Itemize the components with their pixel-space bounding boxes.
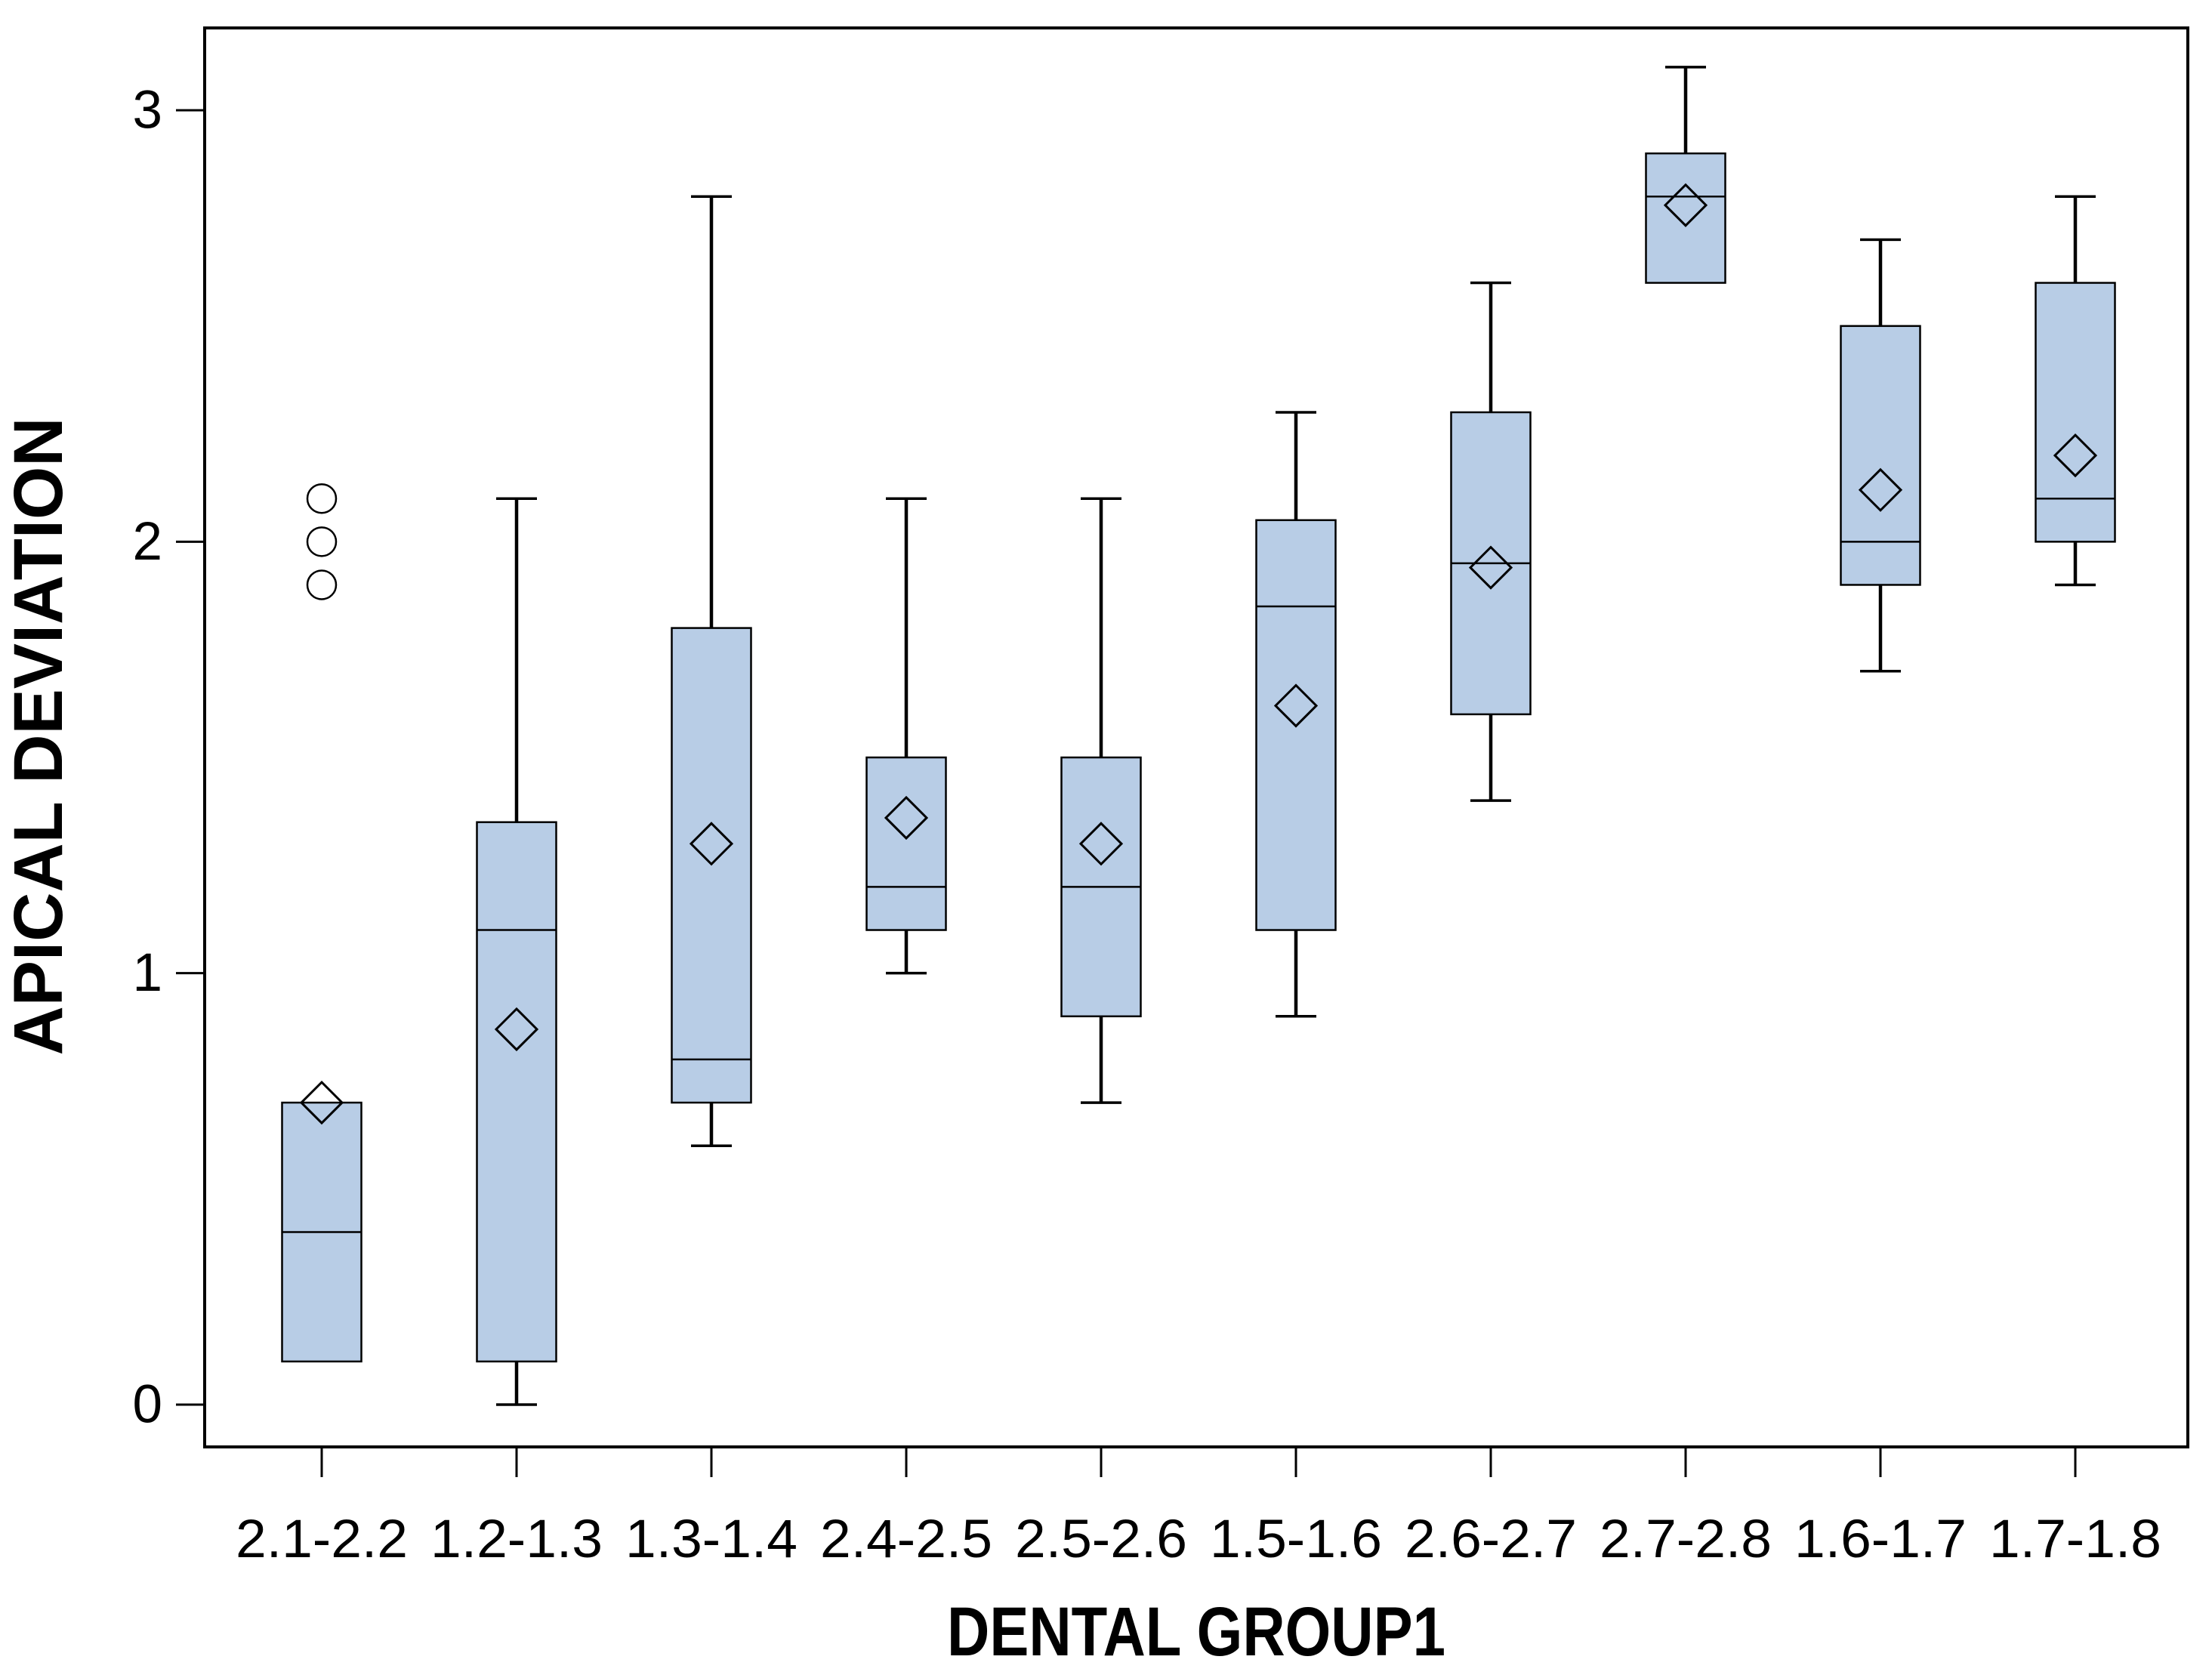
x-tick-label: 2.5-2.6 <box>1015 1510 1187 1569</box>
x-tick-label: 1.3-1.4 <box>625 1510 797 1569</box>
y-tick-label: 3 <box>133 81 163 140</box>
y-tick-label: 2 <box>133 512 163 572</box>
y-axis-ticks: 0 1 2 3 <box>133 81 205 1435</box>
x-tick-label: 1.7-1.8 <box>1989 1510 2161 1569</box>
iqr-box <box>476 821 557 1363</box>
mean-diamond-marker <box>1273 683 1319 728</box>
mean-diamond-marker <box>494 1007 539 1052</box>
outlier-circle <box>306 483 338 514</box>
x-tick-label: 2.1-2.2 <box>236 1510 408 1569</box>
box-group-2.6-2.7 <box>1450 281 1532 802</box>
mean-diamond-marker <box>2053 433 2098 478</box>
mean-diamond-marker <box>299 1080 344 1125</box>
x-tick-label: 2.4-2.5 <box>820 1510 992 1569</box>
box-group-1.5-1.6 <box>1255 411 1337 1018</box>
box-group-2.4-2.5 <box>865 497 947 975</box>
plot-frame <box>203 26 2189 1448</box>
x-tick-label: 2.6-2.7 <box>1405 1510 1577 1569</box>
x-axis-ticks: 2.1-2.2 1.2-1.3 1.3-1.4 2.4-2.5 2.5-2.6 1.5-1… <box>236 1447 2161 1569</box>
mean-diamond-marker <box>1078 822 1124 866</box>
outlier-circle <box>306 569 338 600</box>
y-tick-label: 1 <box>133 943 163 1003</box>
x-tick-label: 1.5-1.6 <box>1210 1510 1382 1569</box>
box-group-1.3-1.4 <box>671 195 752 1147</box>
mean-diamond-marker <box>1663 183 1708 227</box>
iqr-box <box>2035 282 2116 543</box>
x-tick-label: 1.6-1.7 <box>1794 1510 1967 1569</box>
y-tick-label: 0 <box>133 1375 163 1435</box>
y-axis-title: APICAL DEVIATION <box>0 418 77 1056</box>
box-group-1.2-1.3 <box>476 497 557 1406</box>
iqr-box <box>865 756 947 931</box>
box-group-1.7-1.8 <box>2035 195 2116 587</box>
box-series <box>281 66 2116 1406</box>
box-group-2.7-2.8 <box>1645 66 1726 284</box>
x-axis-title: DENTAL GROUP1 <box>947 1593 1445 1670</box>
mean-diamond-marker <box>1858 467 1903 512</box>
mean-diamond-marker <box>689 822 734 866</box>
box-group-2.1-2.2 <box>281 483 362 1363</box>
mean-diamond-marker <box>1468 545 1513 590</box>
outlier-circle <box>306 526 338 557</box>
iqr-box <box>1645 152 1726 284</box>
iqr-box <box>1840 325 1921 586</box>
x-tick-label: 1.2-1.3 <box>430 1510 603 1569</box>
mean-diamond-marker <box>884 795 929 841</box>
x-tick-label: 2.7-2.8 <box>1600 1510 1772 1569</box>
box-group-1.6-1.7 <box>1840 238 1921 673</box>
box-group-2.5-2.6 <box>1060 497 1142 1104</box>
